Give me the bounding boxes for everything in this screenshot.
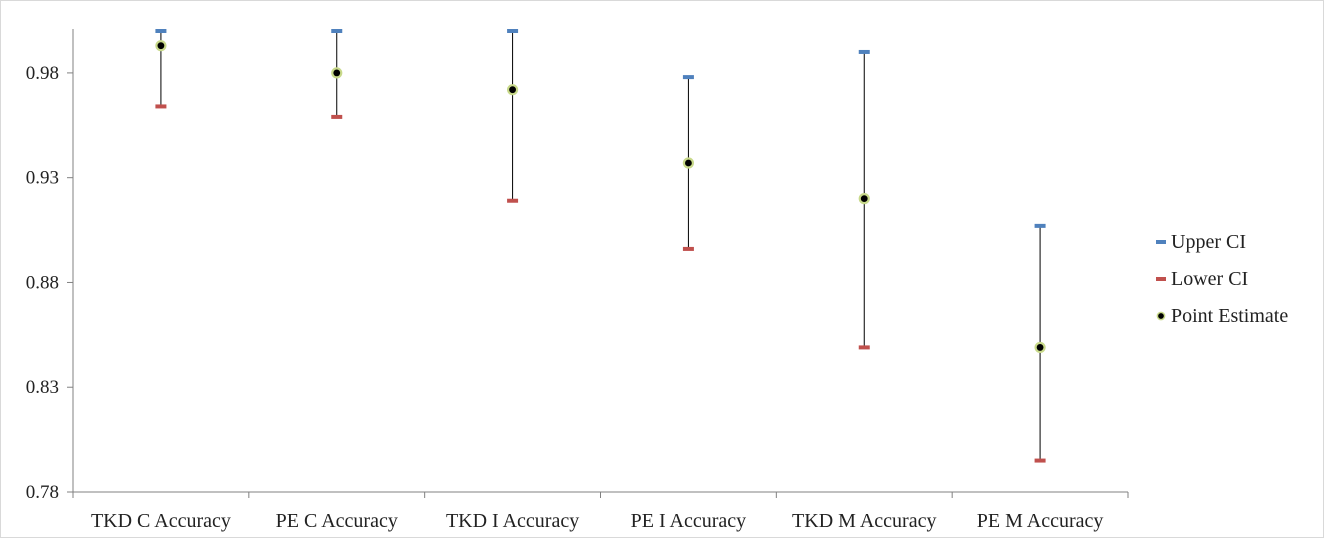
- point-estimate-marker: [506, 84, 519, 96]
- legend-label: Upper CI: [1171, 231, 1246, 253]
- axes: 0.78 0.83 0.88 0.93 0.98 TKD C Accuracy PE C A…: [26, 29, 1129, 532]
- y-tick-label: 0.98: [26, 63, 59, 84]
- y-tick-label: 0.83: [26, 377, 59, 398]
- y-tick-label: 0.88: [26, 272, 59, 293]
- x-category-label: TKD C Accuracy: [91, 510, 231, 532]
- x-category-label: TKD M Accuracy: [792, 510, 936, 532]
- point-estimate-marker: [155, 40, 167, 52]
- ci-marker: [507, 29, 519, 33]
- ci-marker: [155, 104, 167, 109]
- marks: [155, 29, 1046, 463]
- ci-marker: [1034, 223, 1046, 228]
- ci-marker: [507, 198, 519, 203]
- point-estimate-marker: [331, 67, 343, 79]
- point-estimate-marker: [682, 157, 695, 169]
- ci-marker: [682, 75, 694, 80]
- ci-marker: [682, 246, 694, 251]
- ci-marker: [1034, 458, 1046, 463]
- y-tick-label: 0.93: [26, 168, 59, 189]
- legend: Upper CI Lower CI Point Estimate: [1156, 231, 1288, 327]
- error-bars: [160, 31, 1041, 461]
- legend-swatch: [1156, 277, 1166, 281]
- x-category-label: TKD I Accuracy: [446, 510, 579, 532]
- x-category-label: PE M Accuracy: [977, 510, 1104, 532]
- point-estimate-marker: [858, 193, 870, 205]
- point-estimate-marker: [1034, 341, 1046, 354]
- x-category-label: PE I Accuracy: [631, 510, 747, 532]
- legend-swatch: [1156, 240, 1166, 244]
- y-tick-label: 0.78: [26, 482, 59, 503]
- ci-marker: [858, 49, 870, 54]
- legend-label: Point Estimate: [1171, 305, 1288, 327]
- ci-marker: [331, 29, 343, 33]
- ci-marker: [858, 345, 870, 350]
- legend-label: Lower CI: [1171, 268, 1248, 290]
- legend-swatch: [1156, 311, 1166, 321]
- ci-marker: [331, 114, 343, 119]
- ci-marker: [155, 29, 167, 33]
- x-category-label: PE C Accuracy: [276, 510, 398, 532]
